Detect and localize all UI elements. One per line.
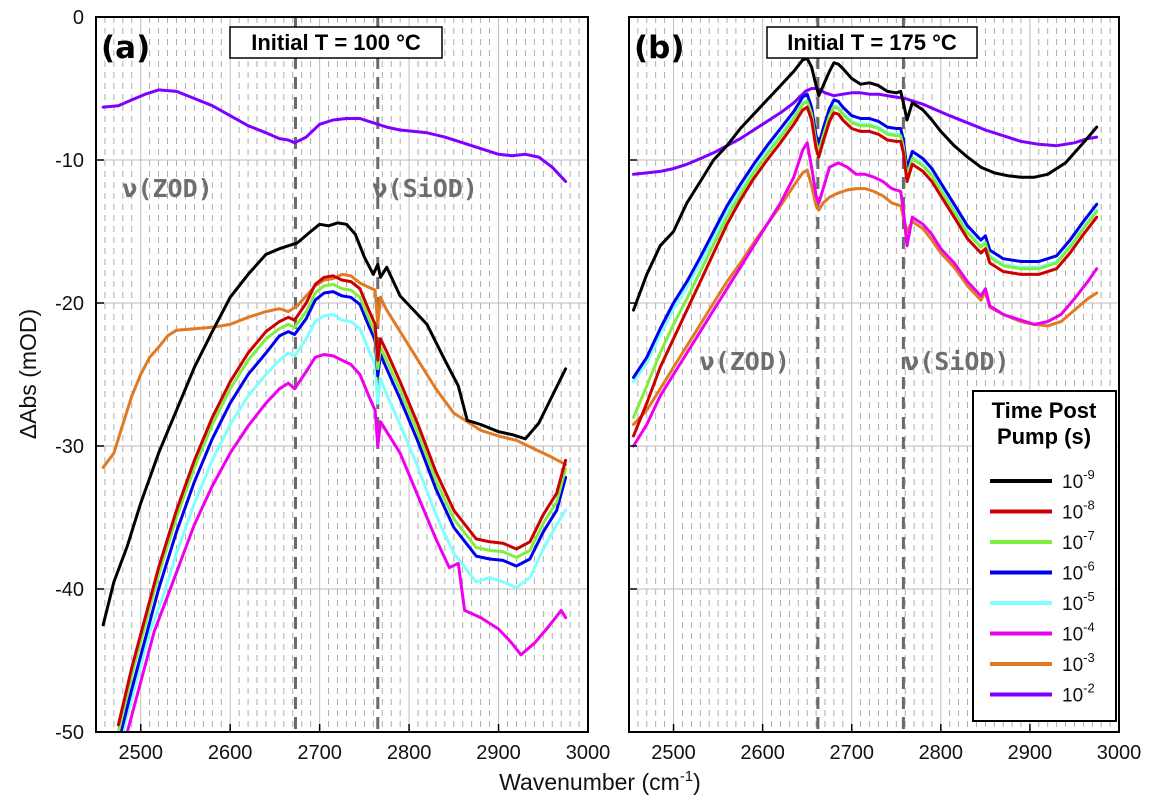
mode-annotation-b: ν(SiOD): [904, 347, 1009, 376]
x-tick-label-a: 2600: [208, 742, 253, 764]
x-tick-label-b: 2600: [740, 742, 785, 764]
x-tick-label-a: 2500: [118, 742, 163, 764]
x-axis-label-main: Wavenumber (cm: [499, 769, 680, 795]
series-group-b: [634, 59, 1097, 447]
x-tick-label-b: 2900: [1008, 742, 1053, 764]
legend-title-line1: Time Post: [992, 398, 1097, 423]
y-tick-label: -10: [55, 150, 84, 172]
annotations-a: ν(ZOD) ν(SiOD): [122, 174, 477, 203]
plot-frame-a: [96, 17, 588, 732]
x-axis-label-sup: -1: [680, 768, 693, 785]
x-tick-label-b: 2800: [919, 742, 964, 764]
grid-a: [96, 17, 588, 732]
x-tick-label-b: 3000: [1097, 742, 1142, 764]
panel-label-b: (b): [634, 30, 685, 66]
x-tick-label-b: 2500: [651, 742, 696, 764]
x-axis-label-end: ): [693, 769, 701, 795]
y-tick-label: -40: [55, 579, 84, 601]
legend-title-line2: Pump (s): [997, 424, 1091, 449]
vlines-a: [295, 17, 377, 732]
y-axis-label: ΔAbs (mOD): [15, 309, 41, 439]
x-tick-label-a: 3000: [566, 742, 611, 764]
annotations-b: ν(ZOD) ν(SiOD): [700, 347, 1010, 376]
chart-title-a: Initial T = 100 °C: [251, 30, 421, 55]
mode-annotation-a: ν(SiOD): [373, 174, 478, 203]
x-tick-label-a: 2700: [297, 742, 342, 764]
x-tick-label-a: 2900: [476, 742, 521, 764]
x-tick-label-a: 2800: [387, 742, 432, 764]
y-tick-label: -30: [55, 436, 84, 458]
y-tick-label: 0: [73, 7, 84, 29]
panel-label-a: (a): [101, 30, 150, 66]
mode-annotation-b: ν(ZOD): [700, 347, 790, 376]
y-axis-title: ΔAbs (mOD): [15, 309, 41, 439]
panel-a: 2500 2600 2700 2800 2900 3000 -50 -40 -30 -20 -10 0…: [55, 7, 610, 764]
legend: Time Post Pump (s) 10-910-810-710-610-51…: [973, 391, 1116, 721]
series-line-b-10-6: [634, 94, 1097, 377]
chart-title-b: Initial T = 175 °C: [787, 30, 957, 55]
series-line-a-10-2: [103, 90, 565, 182]
x-axis-label: Wavenumber (cm-1): [499, 768, 701, 795]
x-tick-label-b: 2700: [829, 742, 874, 764]
series-line-b-10-3: [634, 170, 1097, 425]
y-tick-label: -20: [55, 293, 84, 315]
y-tick-label: -50: [55, 722, 84, 744]
mode-annotation-a: ν(ZOD): [122, 174, 212, 203]
